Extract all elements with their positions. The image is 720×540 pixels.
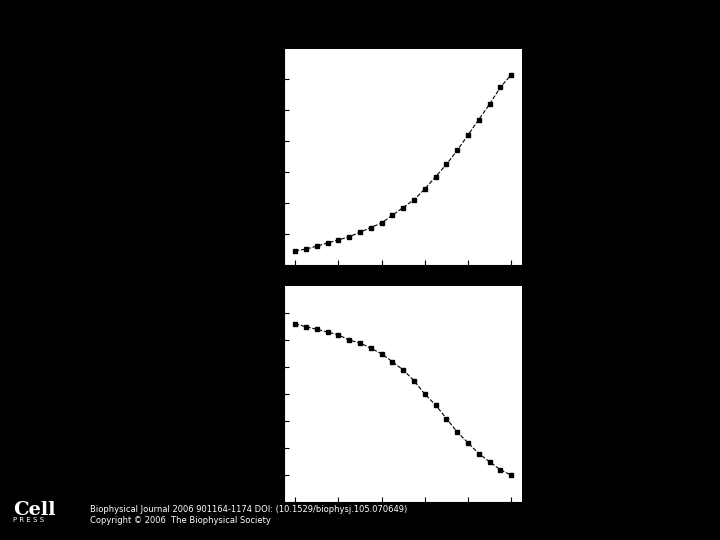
Text: Figure 8: Figure 8: [332, 24, 388, 38]
Text: P R E S S: P R E S S: [13, 517, 44, 523]
Text: Copyright © 2006  The Biophysical Society: Copyright © 2006 The Biophysical Society: [90, 516, 271, 525]
Text: Cell: Cell: [13, 501, 55, 519]
Text: A: A: [256, 33, 266, 48]
Y-axis label: Nucleotide surface density (nm⁻²): Nucleotide surface density (nm⁻²): [241, 306, 251, 483]
X-axis label: pH: pH: [395, 285, 411, 295]
Text: Biophysical Journal 2006 901164-1174 DOI: (10.1529/biophysj.105.070649): Biophysical Journal 2006 901164-1174 DOI…: [90, 505, 408, 514]
X-axis label: pH: pH: [395, 523, 411, 532]
Text: B: B: [256, 271, 266, 285]
Y-axis label: Nucleotide surface density (nm⁻²): Nucleotide surface density (nm⁻²): [241, 68, 251, 245]
